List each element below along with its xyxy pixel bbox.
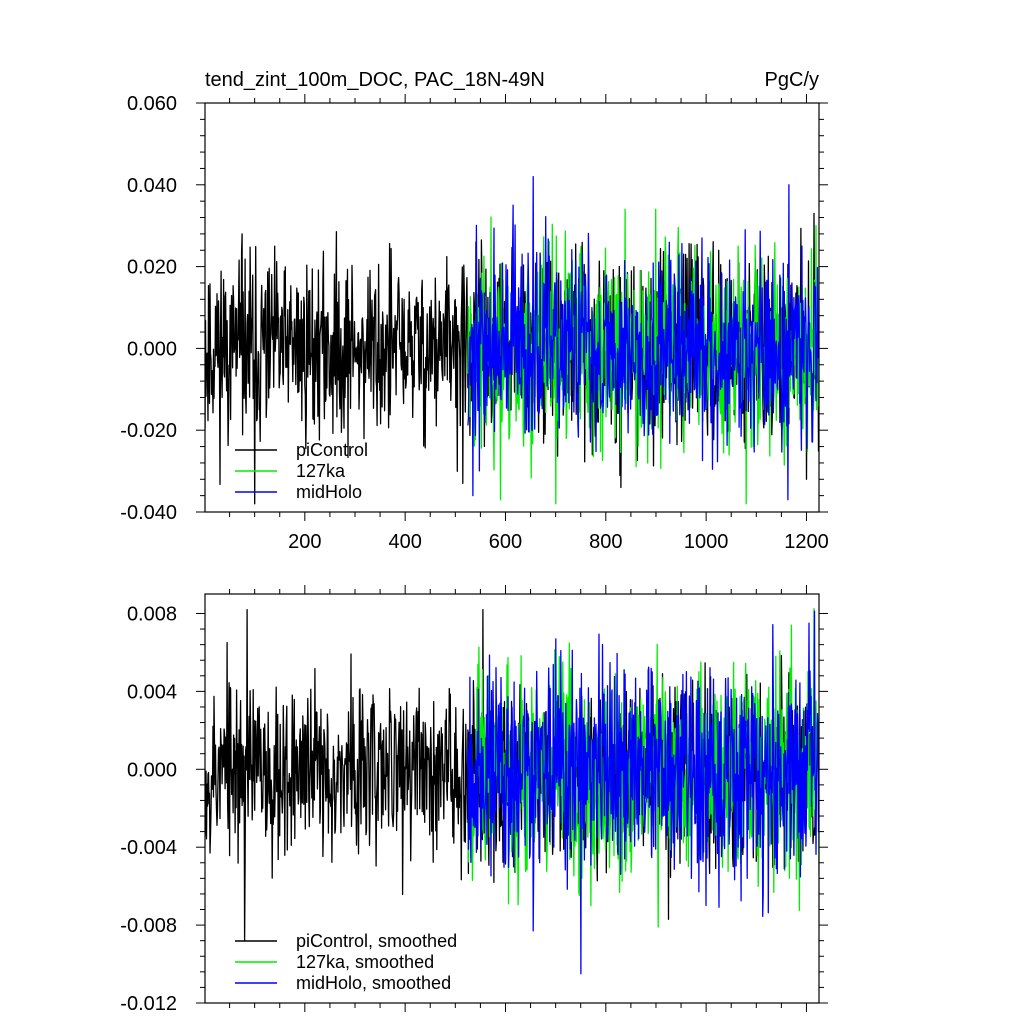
legend-label: midHolo <box>296 482 362 502</box>
y-axis: -0.040 -0.020 0.000 0.020 0.040 0.060 <box>120 93 828 524</box>
legend-label: 127ka, smoothed <box>296 952 434 972</box>
legend-label: piControl, smoothed <box>296 931 457 951</box>
x-tick-label: 1200 <box>784 531 829 553</box>
y-tick-label: -0.004 <box>120 837 177 859</box>
legend-label: 127ka <box>296 461 346 481</box>
y-axis: -0.012 -0.008 -0.004 0.000 0.004 0.008 <box>120 603 828 1015</box>
x-tick-label: 800 <box>589 531 622 553</box>
y-tick-label: -0.040 <box>120 502 177 524</box>
plot-frame <box>204 102 820 513</box>
legend-label: midHolo, smoothed <box>296 973 451 993</box>
x-axis <box>229 585 807 1012</box>
y-tick-label: -0.008 <box>120 915 177 937</box>
legend-label: piControl <box>296 440 368 460</box>
y-tick-label: 0.060 <box>127 93 177 115</box>
plot-frame <box>204 593 820 1004</box>
y-tick-label: 0.000 <box>127 338 177 360</box>
bottom-panel: -0.012 -0.008 -0.004 0.000 0.004 0.008 piContr… <box>120 585 828 1015</box>
x-tick-label: 200 <box>288 531 321 553</box>
plot-area <box>205 175 819 505</box>
y-tick-label: -0.012 <box>120 993 177 1015</box>
y-tick-label: 0.004 <box>127 681 177 703</box>
y-tick-label: 0.008 <box>127 603 177 625</box>
x-tick-label: 400 <box>388 531 421 553</box>
series-line-midholo-smoothed <box>467 610 819 975</box>
units-label: PgC/y <box>765 69 819 91</box>
x-tick-label: 600 <box>489 531 522 553</box>
top-panel: 200 400 600 800 1000 1200 -0.040 -0.020 0.000 0.0… <box>120 93 828 553</box>
chart-title: tend_zint_100m_DOC, PAC_18N-49N <box>205 69 545 91</box>
y-tick-label: 0.040 <box>127 175 177 197</box>
series-line-midholo <box>467 175 819 501</box>
y-tick-label: 0.000 <box>127 759 177 781</box>
plot-area <box>205 607 819 975</box>
y-tick-label: 0.020 <box>127 257 177 279</box>
x-axis: 200 400 600 800 1000 1200 <box>229 94 829 553</box>
x-tick-label: 1000 <box>684 531 729 553</box>
y-tick-label: -0.020 <box>120 420 177 442</box>
